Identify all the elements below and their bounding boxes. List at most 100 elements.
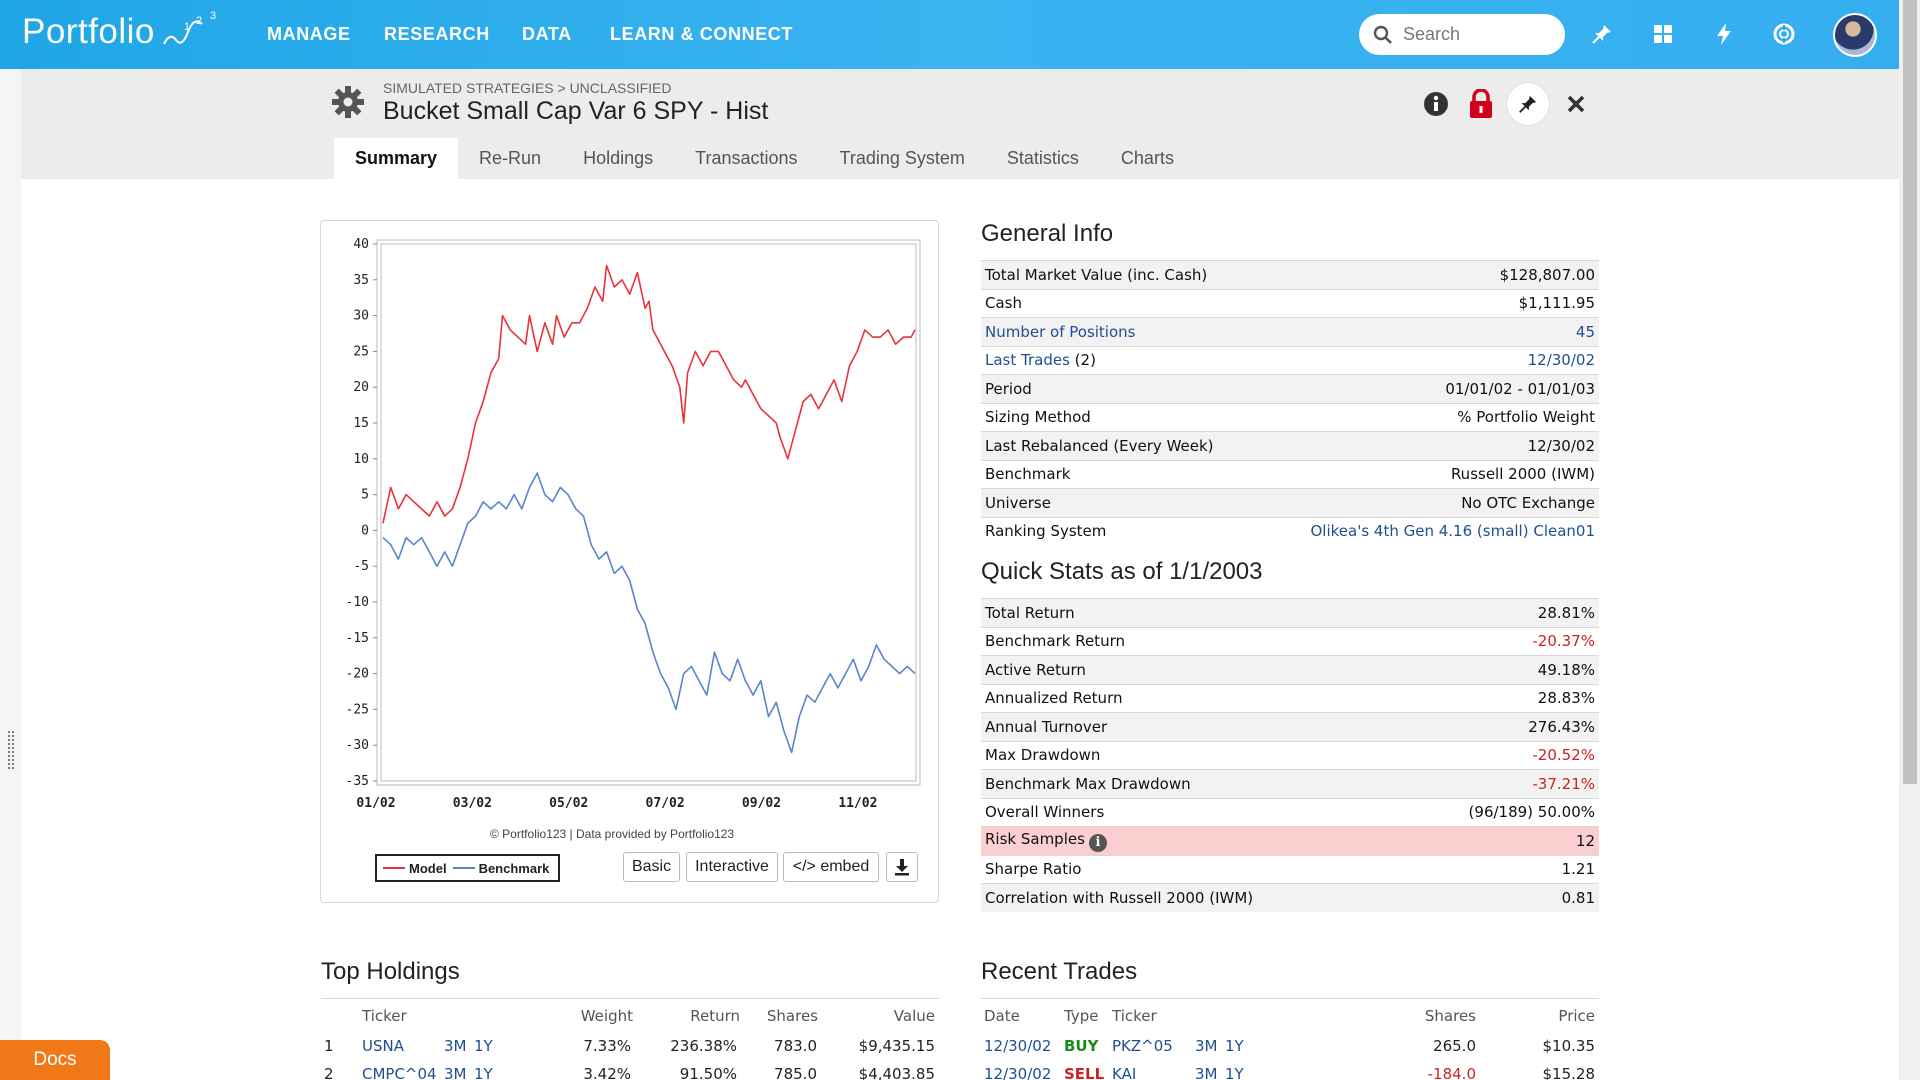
col-header-weight: Weight [580, 1007, 633, 1025]
nav-data[interactable]: DATA [522, 24, 572, 44]
search-box[interactable] [1359, 14, 1565, 55]
chart-credit: © Portfolio123 | Data provided by Portfo… [490, 827, 735, 841]
general-info-row: Sizing Method % Portfolio Weight [981, 402, 1599, 431]
row-value: 28.81% [1537, 603, 1595, 622]
holding-3m-link[interactable]: 3M [444, 1065, 467, 1080]
row-label-group: Period [985, 380, 1032, 398]
nav-research[interactable]: RESEARCH [384, 24, 490, 44]
tab-re-run[interactable]: Re-Run [479, 148, 542, 168]
chart-basic-button[interactable]: Basic [623, 852, 680, 882]
holding-1y-link[interactable]: 1Y [474, 1065, 493, 1080]
scrollbar-thumb[interactable] [1903, 0, 1917, 784]
tab-summary[interactable]: Summary [334, 138, 459, 179]
pin-icon[interactable] [1588, 20, 1616, 48]
tab-charts[interactable]: Charts [1120, 148, 1174, 168]
row-label-group: Max Drawdown [985, 746, 1100, 764]
search-icon [1373, 25, 1392, 44]
row-label: Benchmark Return [985, 632, 1125, 651]
help-lifebuoy-icon[interactable] [1770, 20, 1798, 48]
x-tick-label: 01/02 [356, 796, 395, 811]
row-label: Last Rebalanced (Every Week) [985, 436, 1214, 455]
info-icon[interactable] [1420, 88, 1452, 120]
row-value[interactable]: Olikea's 4th Gen 4.16 (small) Clean01 [1310, 522, 1596, 541]
y-tick-label: 10 [353, 452, 369, 467]
row-label: Risk Samples [985, 829, 1085, 848]
quick-stats-row: Benchmark Return -20.37% [981, 626, 1599, 655]
row-value: 1.21 [1561, 860, 1595, 879]
holding-return: 236.38% [670, 1037, 737, 1055]
holding-weight: 7.33% [583, 1037, 631, 1055]
series-line-model [382, 264, 916, 524]
row-value: 276.43% [1528, 717, 1595, 736]
holding-ticker-link[interactable]: CMPC^04 [362, 1065, 437, 1080]
trade-1y-link[interactable]: 1Y [1225, 1037, 1244, 1055]
col-header-price: Price [1558, 1007, 1595, 1025]
trade-ticker-link[interactable]: PKZ^05 [1112, 1037, 1173, 1055]
row-label-group: Risk Samples i [985, 830, 1107, 852]
row-label[interactable]: Number of Positions [985, 322, 1136, 341]
nav-learn-connect[interactable]: LEARN & CONNECT [610, 24, 793, 44]
trade-shares: 265.0 [1433, 1037, 1476, 1055]
trade-1y-link[interactable]: 1Y [1225, 1065, 1244, 1080]
resize-grip[interactable] [7, 730, 15, 770]
trade-type: BUY [1064, 1037, 1099, 1055]
holding-3m-link[interactable]: 3M [444, 1037, 467, 1055]
row-label-group: Correlation with Russell 2000 (IWM) [985, 889, 1253, 907]
holding-1y-link[interactable]: 1Y [474, 1037, 493, 1055]
legend-model-swatch [383, 867, 405, 869]
chart-download-button[interactable] [886, 852, 918, 882]
svg-text:3: 3 [210, 10, 216, 22]
lightning-icon[interactable] [1710, 20, 1738, 48]
row-number: 1 [324, 1037, 334, 1055]
chart-interactive-button[interactable]: Interactive [686, 852, 778, 882]
row-label: Max Drawdown [985, 746, 1101, 765]
user-avatar[interactable] [1833, 13, 1877, 57]
info-icon[interactable]: i [1088, 833, 1107, 852]
y-tick-label: 20 [353, 380, 369, 395]
trade-date-link[interactable]: 12/30/02 [984, 1065, 1052, 1080]
nav-manage[interactable]: MANAGE [267, 24, 351, 44]
tab-transactions[interactable]: Transactions [695, 148, 798, 168]
row-label-group: Annualized Return [985, 689, 1122, 707]
y-tick-label: -25 [346, 702, 369, 717]
quick-stats-row: Sharpe Ratio 1.21 [981, 854, 1599, 883]
row-value[interactable]: 12/30/02 [1527, 351, 1595, 370]
search-input[interactable] [1403, 24, 1553, 45]
row-label: Overall Winners [985, 803, 1105, 822]
trade-3m-link[interactable]: 3M [1195, 1065, 1218, 1080]
holding-ticker-link[interactable]: USNA [362, 1037, 404, 1055]
x-tick-label: 07/02 [646, 796, 685, 811]
tab-statistics[interactable]: Statistics [1006, 148, 1079, 168]
row-label: Ranking System [985, 522, 1107, 541]
quick-stats-table: Total Return 28.81% Benchmark Return -20.37… [981, 598, 1599, 912]
tab-trading-system[interactable]: Trading System [839, 148, 965, 168]
row-label[interactable]: Last Trades [985, 351, 1070, 370]
y-tick-label: 5 [361, 488, 369, 503]
logo[interactable]: Portfolio [22, 12, 155, 51]
docs-button[interactable]: Docs [0, 1040, 110, 1080]
trade-ticker-link[interactable]: KAI [1112, 1065, 1137, 1080]
general-info-title: General Info [981, 220, 1114, 247]
general-info-row: Cash $1,111.95 [981, 288, 1599, 317]
row-label-group: Benchmark [985, 465, 1070, 483]
row-label-group: Last Trades (2) [985, 351, 1096, 369]
tab-holdings[interactable]: Holdings [583, 148, 654, 168]
gear-icon[interactable] [331, 85, 365, 119]
lock-icon[interactable] [1465, 88, 1497, 120]
row-value: -20.52% [1532, 746, 1595, 765]
x-tick-label: 11/02 [838, 796, 877, 811]
grid-icon[interactable] [1649, 20, 1677, 48]
holding-value: $9,435.15 [858, 1037, 935, 1055]
breadcrumb[interactable]: SIMULATED STRATEGIES > UNCLASSIFIED [383, 80, 672, 96]
trade-date-link[interactable]: 12/30/02 [984, 1037, 1052, 1055]
row-value[interactable]: 45 [1575, 322, 1595, 341]
row-label: Active Return [985, 660, 1086, 679]
chart-embed-button[interactable]: </> embed [783, 852, 879, 882]
row-label-group: Number of Positions [985, 323, 1135, 341]
quick-stats-row: Correlation with Russell 2000 (IWM) 0.81 [981, 883, 1599, 912]
y-tick-label: 0 [361, 523, 369, 538]
trade-3m-link[interactable]: 3M [1195, 1037, 1218, 1055]
pin-button[interactable] [1506, 82, 1550, 126]
close-icon[interactable] [1560, 88, 1592, 120]
row-label-group: Last Rebalanced (Every Week) [985, 437, 1214, 455]
